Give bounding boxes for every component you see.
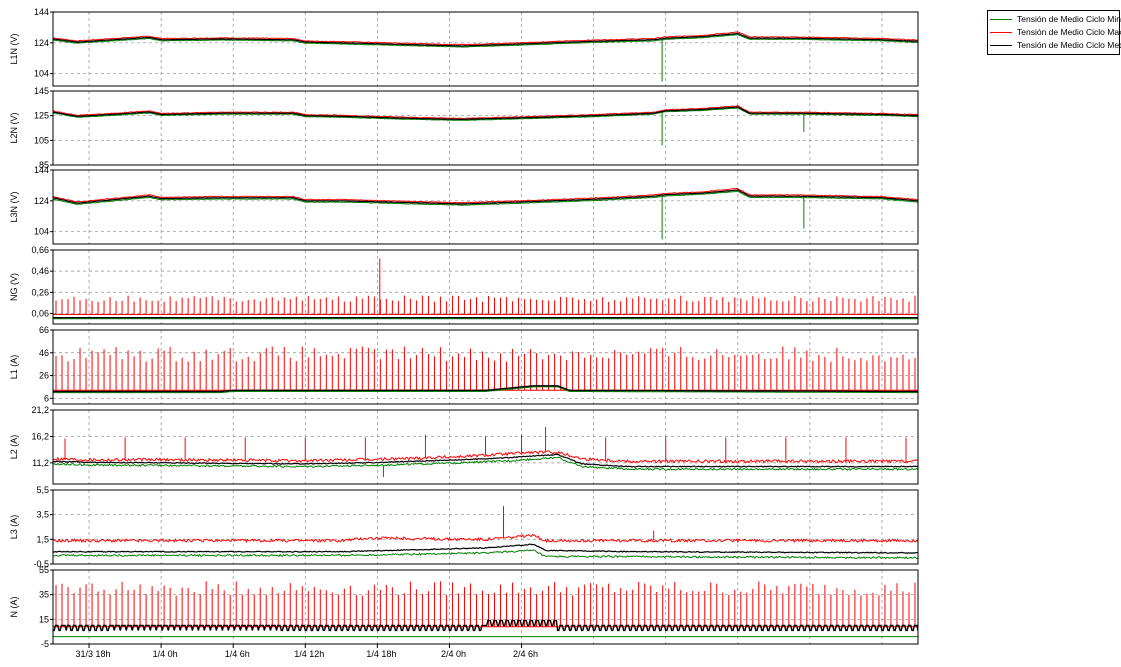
series-med-line: [53, 619, 918, 632]
panel-frame: [52, 11, 919, 87]
panel-frame: [52, 249, 919, 325]
y-tick-label: 85: [39, 160, 49, 170]
y-tick-label: 46: [39, 348, 49, 358]
y-tick-label: 26: [39, 371, 49, 381]
y-tick-label: 145: [34, 86, 49, 96]
panel-7: 5,5 3,5 1,5 -0,5 L3 (A): [9, 485, 919, 569]
x-tick-label: 1/4 18h: [366, 649, 396, 659]
chart-svg: 144 124 104 L1N (V) 145 125 105 85 L2N (V) 144 124…: [9, 7, 919, 659]
panel-plot-area: [53, 506, 918, 560]
y-tick-label: 66: [39, 325, 49, 335]
series-med-line: [53, 385, 918, 393]
y-tick-label: 144: [34, 7, 49, 17]
legend-label-min: Tensión de Medio Ciclo Min: [1017, 14, 1121, 24]
series-min-line: [53, 549, 918, 560]
legend-item-max: Tensión de Medio Ciclo Max: [990, 26, 1121, 38]
y-tick-label: 104: [34, 69, 49, 79]
panel-frame: [52, 329, 919, 405]
series-min-line: [53, 190, 918, 206]
panel-plot-area: [53, 346, 918, 394]
y-tick-label: 0,66: [31, 245, 49, 255]
y-tick-label: 0,46: [31, 266, 49, 276]
y-axis-label: L2N (V): [9, 112, 19, 143]
y-tick-label: 1,5: [36, 534, 49, 544]
x-tick-label: 1/4 0h: [153, 649, 178, 659]
panel-1: 144 124 104 L1N (V): [9, 7, 919, 87]
panel-plot-area: [53, 258, 918, 320]
series-med-line: [53, 453, 918, 468]
legend-label-med: Tensión de Medio Ciclo Med: [1017, 40, 1121, 50]
y-tick-label: 5,5: [36, 485, 49, 495]
legend-item-min: Tensión de Medio Ciclo Min: [990, 13, 1121, 25]
y-tick-label: -0,5: [33, 559, 49, 569]
x-tick-label: 2/4 6h: [513, 649, 538, 659]
panel-plot-area: [53, 187, 918, 240]
series-min-line: [53, 107, 918, 121]
legend-item-med: Tensión de Medio Ciclo Med: [990, 39, 1121, 51]
y-tick-label: 3,5: [36, 510, 49, 520]
x-tick-label: 1/4 6h: [225, 649, 250, 659]
y-axis-label: N (A): [9, 597, 19, 618]
panel-2: 145 125 105 85 L2N (V): [9, 86, 919, 170]
panel-frame: [52, 569, 919, 645]
y-tick-label: 16,2: [31, 431, 49, 441]
panel-plot-area: [53, 426, 918, 478]
y-tick-label: 0,26: [31, 287, 49, 297]
y-tick-label: 124: [34, 196, 49, 206]
x-tick-label: 2/4 0h: [441, 649, 466, 659]
y-tick-label: 21,2: [31, 405, 49, 415]
panel-5: 66 46 26 6 L1 (A): [9, 325, 919, 405]
y-tick-label: 125: [34, 111, 49, 121]
panel-frame: [52, 489, 919, 565]
y-axis-label: NG (V): [9, 273, 19, 301]
series-max-line: [53, 450, 918, 464]
series-min-line: [53, 456, 918, 471]
panel-6: 21,2 16,2 11,2 L2 (A): [9, 405, 919, 485]
series-max-line: [53, 533, 918, 544]
panel-plot-area: [53, 105, 918, 146]
y-tick-label: 11,2: [32, 458, 49, 468]
y-tick-label: 0,06: [31, 308, 49, 318]
legend-swatch-med: [990, 44, 1012, 46]
panel-3: 144 124 104 L3N (V): [9, 165, 919, 245]
series-min-line: [53, 34, 918, 48]
panel-8: 55 35 15 -5 N (A): [9, 565, 919, 649]
series-max-line: [53, 187, 918, 204]
y-tick-label: -5: [41, 639, 49, 649]
series-min-line: [53, 386, 918, 394]
legend-swatch-max: [990, 31, 1012, 33]
y-tick-label: 105: [34, 135, 49, 145]
panel-frame: [52, 169, 919, 245]
y-axis-label: L3N (V): [9, 191, 19, 222]
panel-4: 0,66 0,46 0,26 0,06 NG (V): [9, 245, 919, 325]
y-tick-label: 15: [39, 614, 49, 624]
y-tick-label: 6: [44, 393, 49, 403]
legend: Tensión de Medio Ciclo Min Tensión de Me…: [987, 10, 1121, 55]
series-med-line: [53, 106, 918, 121]
series-max-line: [53, 31, 918, 46]
panel-plot-area: [53, 31, 918, 82]
legend-label-max: Tensión de Medio Ciclo Max: [1017, 27, 1121, 37]
panel-frame: [52, 90, 919, 166]
panel-plot-area: [53, 581, 918, 638]
y-tick-label: 144: [34, 165, 49, 175]
y-axis-label: L1 (A): [9, 355, 19, 380]
y-tick-label: 55: [39, 565, 49, 575]
y-axis-label: L1N (V): [9, 33, 19, 64]
x-tick-label: 31/3 18h: [76, 649, 111, 659]
series-med-line: [53, 189, 918, 205]
y-tick-label: 124: [34, 38, 49, 48]
panel-frame: [52, 409, 919, 485]
y-tick-label: 35: [39, 590, 49, 600]
legend-swatch-min: [990, 18, 1012, 20]
series-max-line: [53, 105, 918, 120]
y-axis-label: L3 (A): [9, 515, 19, 540]
y-tick-label: 104: [34, 227, 49, 237]
y-axis-label: L2 (A): [9, 435, 19, 460]
series-med-line: [53, 33, 918, 47]
series-med-line: [53, 543, 918, 554]
x-tick-label: 1/4 12h: [294, 649, 324, 659]
